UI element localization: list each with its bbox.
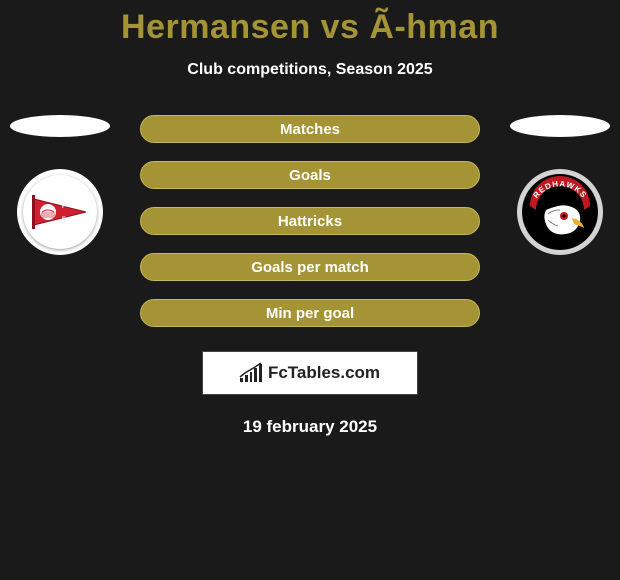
stat-label: Goals per match [251,259,369,276]
main-container: Hermansen vs Ã-hman Club competitions, S… [0,0,620,437]
left-team-badge: F F [17,169,103,255]
stats-column: Matches Goals Hattricks Goals per match … [140,115,480,327]
stat-label: Min per goal [266,305,354,322]
redhawks-icon: REDHAWKS [522,174,598,250]
arc-text: REDHAWKS [531,179,588,200]
date-text: 19 february 2025 [0,417,620,437]
right-team-badge: REDHAWKS [517,169,603,255]
page-title: Hermansen vs Ã-hman [0,8,620,47]
stat-pill-matches: Matches [140,115,480,143]
right-player-column: REDHAWKS [510,115,610,255]
stat-pill-goals-per-match: Goals per match [140,253,480,281]
comparison-row: F F Matches Goals Hattricks Goals per ma… [0,115,620,327]
svg-text:REDHAWKS: REDHAWKS [531,179,588,200]
pennant-icon: F F [32,195,88,229]
stat-label: Goals [289,167,331,184]
page-subtitle: Club competitions, Season 2025 [0,61,620,79]
stat-label: Matches [280,121,340,138]
left-player-column: F F [10,115,110,255]
left-value-ellipse [10,115,110,137]
svg-text:F: F [62,204,66,210]
stat-pill-hattricks: Hattricks [140,207,480,235]
right-value-ellipse [510,115,610,137]
stat-pill-min-per-goal: Min per goal [140,299,480,327]
svg-text:F: F [62,217,66,223]
branding-box: FcTables.com [202,351,418,395]
branding-text: FcTables.com [268,363,380,383]
stat-label: Hattricks [278,213,342,230]
right-badge-inner: REDHAWKS [522,174,598,250]
stat-pill-goals: Goals [140,161,480,189]
trend-line-icon [239,362,263,380]
bar-chart-icon [240,364,262,382]
left-badge-circle: F F [23,175,97,249]
